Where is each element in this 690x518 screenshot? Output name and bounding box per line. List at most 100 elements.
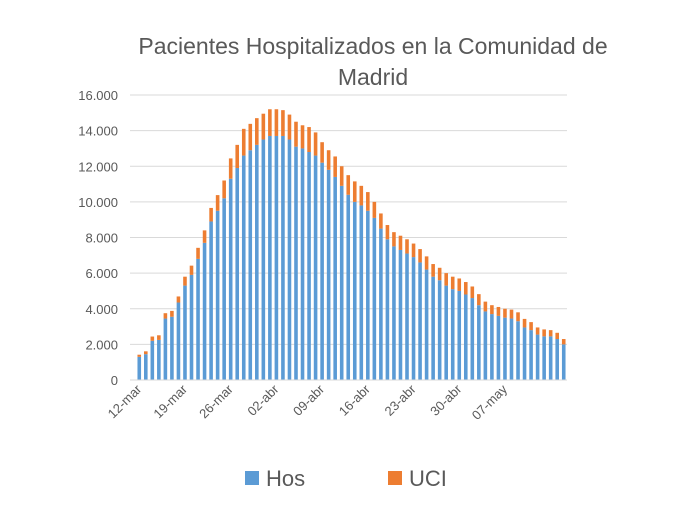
bar-uci [352,181,357,202]
bar-uci [202,230,207,243]
bar-uci [385,225,390,240]
bar-hos [477,305,481,380]
bar-uci [294,121,298,147]
bar-uci [235,144,240,169]
bar-hos [431,276,435,380]
bar-uci [509,309,514,319]
bar-hos [516,321,520,380]
bar-uci [183,276,187,286]
bar-hos [255,144,259,380]
y-tick-label: 12.000 [78,159,118,174]
bar-uci [326,150,331,170]
bar-uci [379,213,383,229]
bar-hos [437,280,442,380]
legend-swatch-uci [388,471,402,485]
bar-hos [457,290,462,380]
legend-label-uci: UCI [409,466,447,491]
bar-hos [215,210,220,380]
bar-uci [215,195,220,211]
bar-uci [561,339,566,345]
bar-hos [379,228,383,380]
bar-uci [228,158,233,179]
bar-uci [398,235,403,250]
bar-hos [326,169,331,380]
bar-uci [411,243,416,258]
bar-hos [300,148,305,380]
bar-hos [157,339,161,380]
bars [137,109,566,380]
x-tick-label: 02-abr [244,381,282,419]
bar-uci [529,322,533,331]
bar-uci [444,273,448,286]
bar-hos [307,152,311,380]
bar-uci [555,332,560,340]
bar-uci [424,256,429,270]
y-tick-label: 4.000 [85,302,118,317]
bar-uci [176,296,181,303]
bar-uci [503,308,507,318]
bar-uci [535,327,540,335]
bar-hos [548,336,553,380]
x-tick-label: 23-abr [381,381,419,419]
bar-uci [450,276,455,290]
bar-hos [163,318,168,380]
bar-hos [313,155,318,380]
bar-hos [444,285,448,380]
bar-uci [405,239,409,254]
bar-hos [333,176,337,380]
bar-hos [176,302,181,380]
bar-uci [261,113,266,140]
bar-hos [418,262,422,380]
bar-hos [248,150,253,380]
bar-hos [424,269,429,380]
bar-uci [170,310,174,317]
bar-hos [228,178,233,380]
bar-uci [300,125,305,149]
bar-hos [281,135,285,380]
bar-uci [189,265,194,275]
bar-hos [535,334,540,380]
bar-uci [320,142,324,163]
bar-uci [143,351,148,355]
bar-hos [241,155,246,380]
y-tick-label: 16.000 [78,88,118,103]
y-tick-label: 6.000 [85,266,118,281]
bar-uci [548,330,553,337]
bar-hos [202,242,207,380]
bar-hos [398,249,403,380]
bar-hos [137,356,142,380]
bar-hos [392,246,396,380]
bar-hos [359,205,364,380]
bar-hos [170,316,174,380]
bar-hos [522,327,527,380]
bar-uci [137,354,142,357]
bar-uci [274,109,279,136]
x-tick-label: 30-abr [427,381,465,419]
bar-hos [320,162,324,380]
bar-hos [450,289,455,380]
bar-uci [437,267,442,281]
bar-hos [555,339,560,380]
y-tick-label: 8.000 [85,231,118,246]
bar-hos [294,146,298,380]
bar-uci [150,336,155,341]
bar-uci [431,264,435,277]
bar-uci [307,127,311,152]
bar-hos [529,330,533,380]
bar-hos [483,311,488,380]
bar-hos [143,354,148,380]
x-tick-label: 07-may [469,381,511,423]
bar-uci [255,118,259,145]
bar-hos [222,198,226,380]
bar-hos [189,274,194,380]
bar-uci [483,301,488,312]
y-tick-label: 2.000 [85,337,118,352]
bar-hos [405,253,409,380]
bar-uci [209,207,213,222]
bar-uci [470,286,475,299]
bar-hos [183,285,187,380]
bar-uci [287,114,292,140]
bar-hos [339,185,344,380]
bar-hos [463,294,468,380]
